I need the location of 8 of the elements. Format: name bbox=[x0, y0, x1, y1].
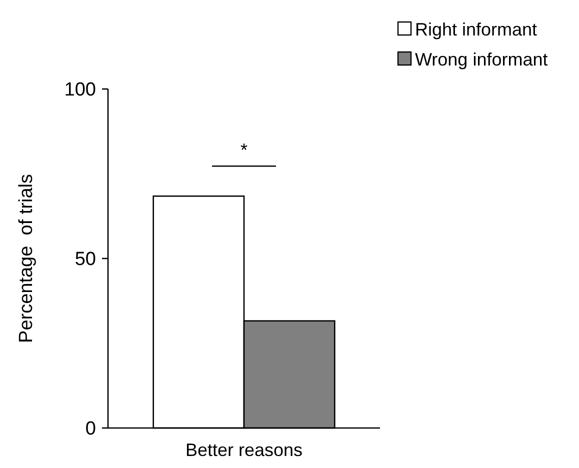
legend-label: Wrong informant bbox=[415, 49, 548, 70]
annotation: * bbox=[240, 140, 248, 160]
x-tick-label: Better reasons bbox=[185, 440, 303, 460]
legend-label: Right informant bbox=[415, 19, 538, 40]
y-axis-title: Percentage of trials bbox=[16, 174, 37, 343]
y-tick-label: 50 bbox=[74, 249, 96, 270]
y-tick-label: 100 bbox=[64, 80, 96, 101]
y-tick-label: 0 bbox=[85, 418, 96, 440]
